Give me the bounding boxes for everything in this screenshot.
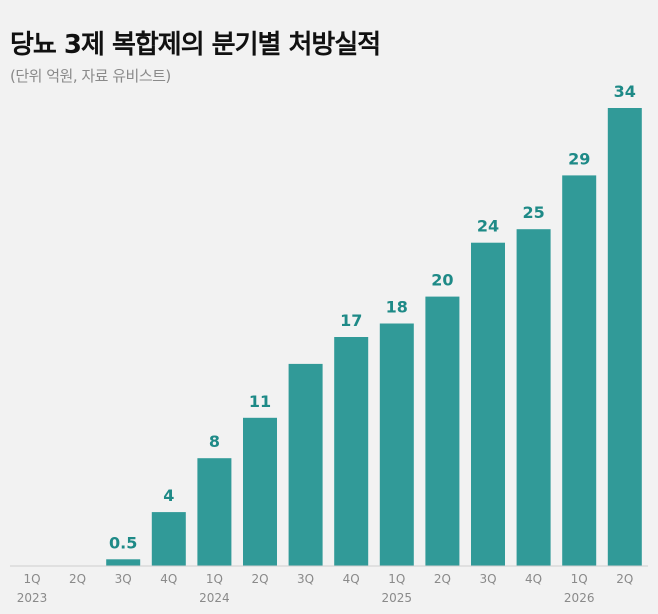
value-label: 17 xyxy=(340,311,362,330)
x-tick-label: 2Q xyxy=(69,572,86,586)
x-tick-label: 3Q xyxy=(297,572,314,586)
bar xyxy=(379,323,414,566)
bar xyxy=(425,296,460,566)
x-tick-label: 2Q xyxy=(251,572,268,586)
x-tick-label: 4Q xyxy=(160,572,177,586)
x-tick-label: 1Q xyxy=(23,572,40,586)
bar xyxy=(334,337,369,566)
value-label: 34 xyxy=(614,82,636,101)
bar xyxy=(516,229,551,566)
bar xyxy=(562,175,597,566)
x-tick-label: 4Q xyxy=(343,572,360,586)
value-label: 25 xyxy=(522,203,544,222)
x-tick-label: 2Q xyxy=(434,572,451,586)
x-tick-label: 3Q xyxy=(479,572,496,586)
x-tick-label: 1Q xyxy=(206,572,223,586)
x-year-label: 2024 xyxy=(199,591,230,605)
bar xyxy=(607,108,642,566)
value-label: 20 xyxy=(431,271,453,290)
x-year-label: 2026 xyxy=(564,591,595,605)
value-label: 11 xyxy=(249,392,271,411)
value-label: 24 xyxy=(477,217,499,236)
x-tick-label: 1Q xyxy=(388,572,405,586)
value-label: 4 xyxy=(163,486,174,505)
x-year-label: 2023 xyxy=(17,591,48,605)
x-year-label: 2025 xyxy=(382,591,413,605)
x-tick-label: 1Q xyxy=(571,572,588,586)
bar xyxy=(471,242,505,566)
x-tick-label: 2Q xyxy=(616,572,633,586)
x-tick-label: 4Q xyxy=(525,572,542,586)
value-label: 0.5 xyxy=(109,533,137,552)
bar xyxy=(243,417,277,566)
bar xyxy=(106,559,141,566)
x-tick-label: 3Q xyxy=(115,572,132,586)
bar xyxy=(151,512,186,566)
value-label: 29 xyxy=(568,149,590,168)
value-label: 8 xyxy=(209,432,220,451)
bar xyxy=(288,363,323,566)
bar xyxy=(197,458,232,566)
chart-subtitle: (단위 억원, 자료 유비스트) xyxy=(10,67,171,85)
chart-title: 당뇨 3제 복합제의 분기별 처방실적 xyxy=(10,30,381,60)
value-label: 18 xyxy=(386,298,408,317)
